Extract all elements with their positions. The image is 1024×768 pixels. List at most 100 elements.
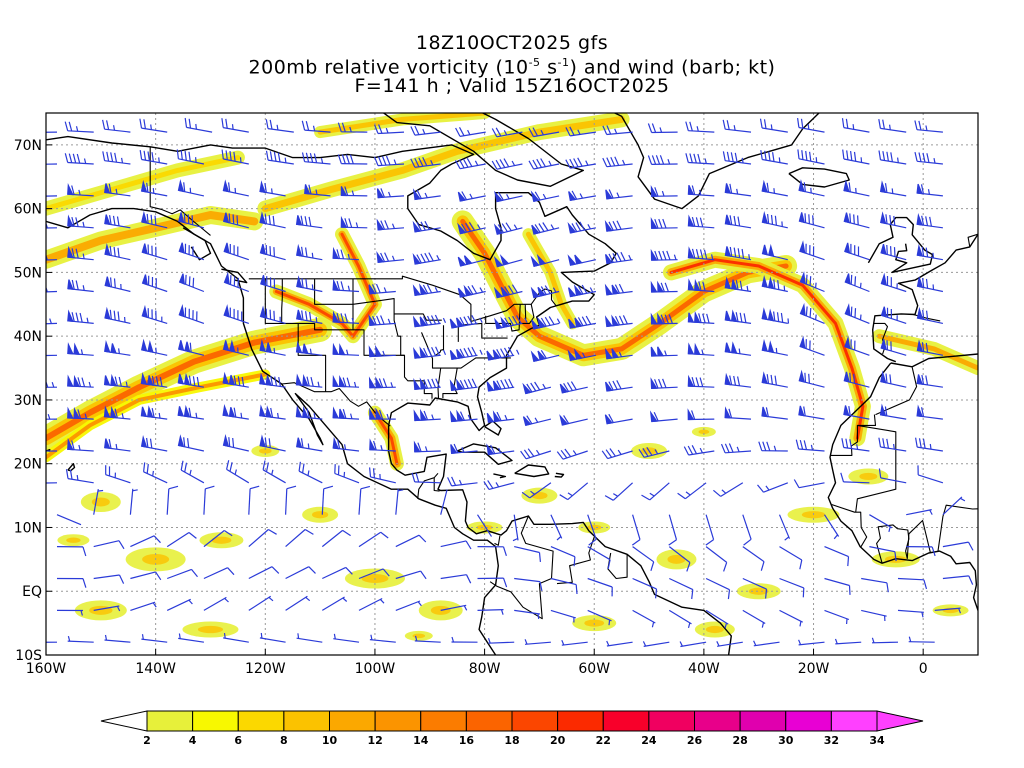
wind-barb-pennant [141, 243, 148, 255]
wind-barb-half-flag [355, 222, 359, 228]
wind-barb-pennant [419, 316, 428, 327]
wind-barb-half-flag [651, 621, 655, 628]
wind-barb-pennant [73, 374, 81, 388]
wind-barb-flag [435, 346, 441, 356]
wind-barb-flag [918, 438, 922, 448]
wind-barb-flag [849, 213, 852, 223]
wind-barbs [31, 117, 974, 648]
wind-barb-flag [925, 216, 929, 226]
wind-barb-pennant [537, 316, 547, 329]
wind-barb-flag [540, 158, 546, 167]
wind-barb-half-flag [75, 126, 79, 132]
wind-barb-staff [414, 163, 441, 168]
wind-barb-half-flag [642, 641, 647, 647]
wind-barb-half-flag [773, 445, 777, 451]
wind-barb-flag [654, 187, 659, 197]
wind-barb-flag [569, 126, 575, 136]
wind-barb-half-flag [852, 124, 855, 130]
wind-barb-staff [46, 195, 58, 197]
wind-barb-half-flag [871, 637, 875, 643]
wind-barb-half-flag [859, 314, 862, 320]
wind-barb-flag [544, 285, 551, 294]
wind-barb-flag [691, 410, 696, 420]
wind-barb-pennant [843, 405, 850, 417]
wind-barb-flag [702, 281, 706, 292]
political-border [967, 233, 978, 247]
wind-barb-staff [334, 472, 360, 484]
wind-barb-pennant [493, 286, 504, 299]
wind-barb-half-flag [542, 383, 547, 389]
coastline [867, 216, 934, 274]
wind-barb-pennant [31, 283, 36, 292]
wind-barb-pennant [110, 405, 117, 419]
wind-barb-pennant [559, 383, 569, 394]
wind-barb-flag [180, 460, 184, 471]
wind-barb-flag [467, 285, 474, 295]
wind-barb-flag [854, 276, 857, 286]
wind-barb-pennant [844, 335, 851, 350]
wind-barb-pennant [522, 416, 532, 427]
wind-barb-staff [550, 546, 576, 558]
wind-barb-half-flag [121, 413, 124, 419]
wind-barb-half-flag [116, 606, 121, 612]
wind-barb-flag [342, 529, 351, 537]
political-border [297, 323, 327, 392]
wind-barb-staff [843, 127, 870, 133]
wind-barb-flag [729, 375, 733, 385]
wind-barb-staff [514, 546, 540, 554]
wind-barb-pennant [332, 342, 340, 355]
wind-barb-half-flag [685, 491, 691, 496]
wind-barb-half-flag [687, 622, 691, 629]
wind-barb-half-flag [761, 622, 765, 628]
political-border [494, 535, 501, 546]
wind-barb-half-flag [387, 318, 391, 325]
wind-barb-flag [677, 492, 686, 500]
wind-barb-flag [305, 247, 308, 257]
wind-barb-flag [416, 254, 422, 264]
wind-barb-half-flag [436, 255, 440, 261]
wind-barb-flag [75, 248, 79, 259]
wind-barb-flag [143, 462, 146, 472]
wind-barb-half-flag [84, 413, 88, 419]
wind-barb-flag [729, 246, 733, 257]
wind-barb-flag [774, 375, 777, 386]
wind-barb-staff [321, 596, 345, 611]
wind-barb-flag [602, 125, 608, 135]
political-border [875, 367, 918, 416]
wind-barb-pennant [486, 412, 495, 423]
vorticity-blob-core [412, 633, 426, 639]
wind-barb-pennant [611, 348, 620, 359]
wind-barb-staff [440, 540, 467, 548]
wind-barb-flag [772, 152, 775, 162]
wind-barb-pennant [183, 372, 191, 386]
wind-barb-flag [967, 541, 974, 551]
wind-barb-flag [305, 152, 310, 163]
wind-barb-flag [346, 377, 351, 387]
wind-barb-pennant [492, 380, 501, 391]
wind-barb-flag [614, 316, 621, 326]
colorbar-swatch [557, 710, 604, 732]
wind-barb-staff [632, 546, 655, 563]
wind-barb-half-flag [542, 193, 547, 199]
wind-barb-flag [733, 215, 737, 226]
wind-barb-half-flag [524, 639, 528, 645]
wind-barb-pennant [879, 403, 887, 417]
wind-barb-half-flag [115, 188, 118, 195]
wind-barb-half-flag [49, 318, 52, 324]
wind-barb-flag [34, 187, 37, 196]
lon-tick-label: 60W [578, 661, 610, 677]
wind-barb-flag [687, 445, 694, 455]
wind-barb-pennant [183, 404, 191, 418]
wind-barb-pennant [568, 318, 577, 329]
wind-barb-staff [916, 129, 943, 133]
lon-tick-label: 0 [919, 661, 928, 677]
wind-barb-flag [720, 443, 726, 454]
vorticity-blob-core [748, 587, 769, 595]
wind-barb-flag [713, 489, 722, 497]
wind-barb-flag [341, 122, 346, 132]
wind-barb-half-flag [451, 636, 455, 643]
wind-barb-half-flag [273, 347, 276, 354]
wind-barb-half-flag [379, 598, 385, 604]
wind-barb-flag [418, 157, 424, 167]
wind-barb-flag [735, 312, 739, 322]
